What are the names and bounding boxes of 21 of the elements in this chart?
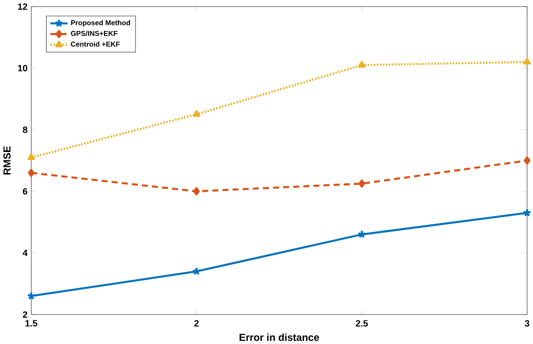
y-tick-label: 10 xyxy=(18,64,28,72)
point xyxy=(28,168,34,177)
point xyxy=(523,58,531,64)
point xyxy=(192,266,201,276)
x-axis-title: Error in distance xyxy=(240,333,320,341)
point xyxy=(358,179,366,188)
y-tick-label: 4 xyxy=(22,250,28,256)
x-tick-label: 2.5 xyxy=(356,320,368,326)
x-tick-label: 1.5 xyxy=(25,320,38,326)
x-tick-label: 3 xyxy=(524,320,530,326)
point xyxy=(28,153,35,160)
y-tick-label: 12 xyxy=(18,3,28,10)
y-tick-label: 2 xyxy=(22,311,28,318)
point xyxy=(193,187,200,196)
point xyxy=(524,156,530,164)
y-tick-label: 6 xyxy=(22,188,28,194)
y-tick-label: 8 xyxy=(22,126,28,133)
point xyxy=(358,60,366,68)
y-axis-title: RMSE xyxy=(3,146,11,174)
x-tick-label: 2 xyxy=(194,320,199,326)
point xyxy=(192,110,200,117)
